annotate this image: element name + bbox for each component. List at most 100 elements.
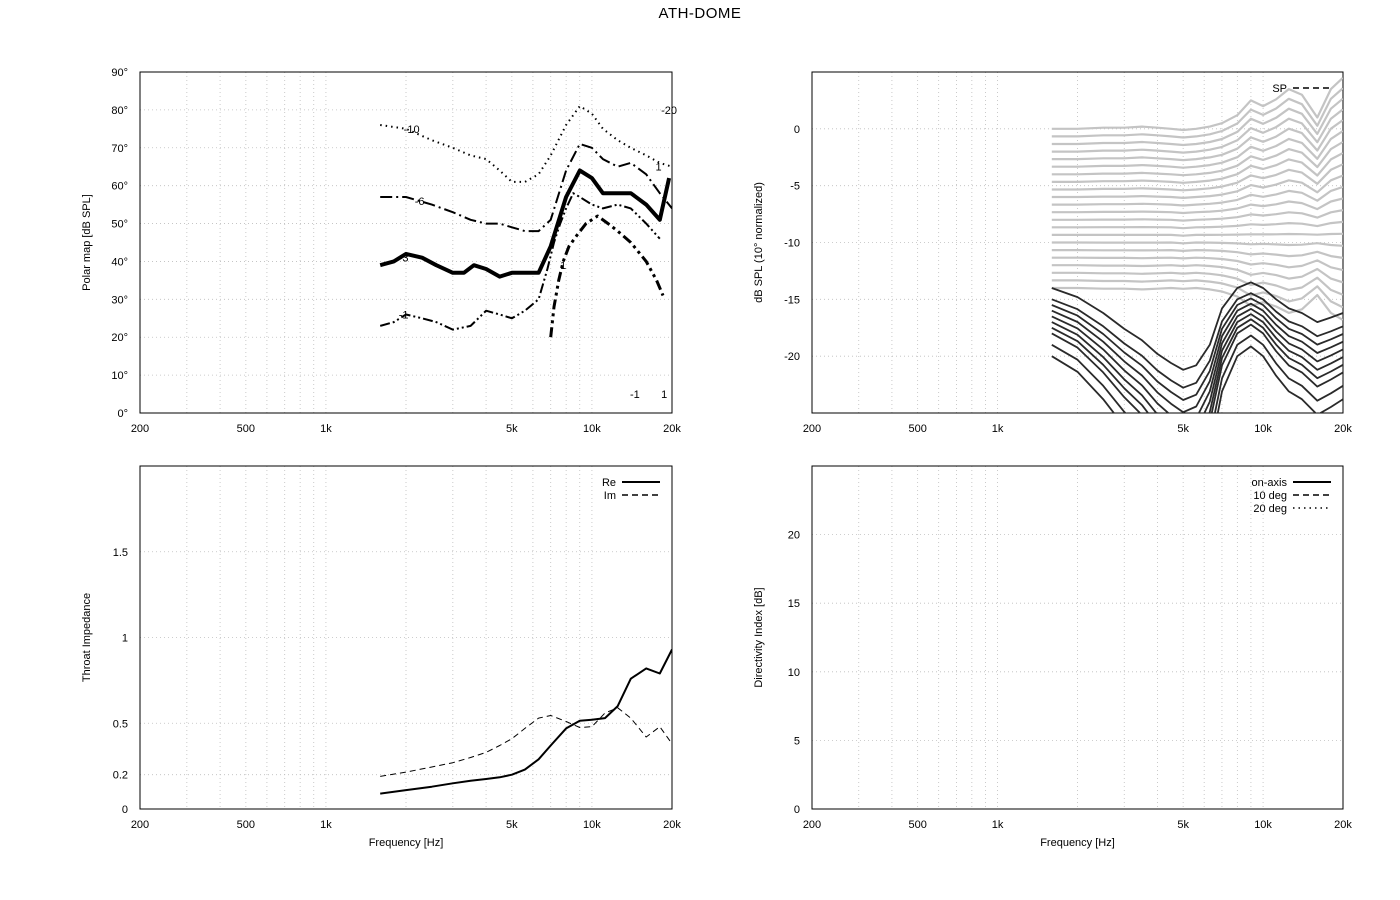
x-tick-label: 5k bbox=[506, 819, 518, 831]
spl-curve-light bbox=[1051, 87, 1343, 139]
x-tick-label: 200 bbox=[803, 819, 821, 831]
legend-label: on-axis bbox=[1252, 477, 1288, 489]
impedance-Im bbox=[380, 707, 672, 777]
y-tick-label: 15 bbox=[788, 598, 800, 610]
x-tick-label: 5k bbox=[506, 423, 518, 435]
y-axis-label: Polar map [dB SPL] bbox=[81, 194, 93, 291]
impedance-panel: 200 500 1k 5k 10k 20k 0 0.2 0.5 1 1.5 Throat Impeda… bbox=[81, 465, 681, 849]
spl-curve-dark bbox=[1051, 302, 1343, 413]
spl-curve-light bbox=[1051, 241, 1343, 247]
contour-label: -1 bbox=[630, 389, 640, 401]
contour-label: -20 bbox=[661, 105, 677, 117]
y-axis-label: Throat Impedance bbox=[81, 593, 93, 682]
directivity-grid bbox=[812, 466, 1343, 809]
spl-curve-light bbox=[1051, 220, 1343, 230]
spl-curve-light bbox=[1051, 174, 1343, 199]
y-tick-label: 1.5 bbox=[113, 547, 128, 559]
spl-curve-dark bbox=[1051, 281, 1343, 371]
polar-grid bbox=[140, 72, 672, 413]
impedance-frame bbox=[139, 465, 673, 810]
y-tick-label: 40° bbox=[111, 256, 128, 268]
x-tick-label: 10k bbox=[583, 819, 601, 831]
impedance-grid bbox=[140, 466, 672, 809]
x-tick-label: 500 bbox=[237, 819, 255, 831]
y-tick-label: 90° bbox=[111, 67, 128, 79]
y-tick-label: 1 bbox=[122, 633, 128, 645]
spl-curve-light bbox=[1051, 271, 1343, 296]
y-tick-label: -10 bbox=[784, 238, 800, 250]
contour-label: 1 bbox=[655, 162, 661, 174]
spl-curve-dark bbox=[1051, 318, 1343, 413]
legend-label: 10 deg bbox=[1253, 490, 1287, 502]
spl-curve-dark bbox=[1051, 307, 1343, 413]
x-tick-label: 500 bbox=[908, 423, 926, 435]
y-tick-label: 0 bbox=[794, 124, 800, 136]
x-axis-label: Frequency [Hz] bbox=[1040, 837, 1115, 849]
x-tick-label: 200 bbox=[131, 423, 149, 435]
spl-curve-light bbox=[1051, 279, 1343, 309]
spl-curve-light bbox=[1051, 256, 1343, 272]
polar-data bbox=[379, 105, 672, 338]
y-tick-label: 0.2 bbox=[113, 770, 128, 782]
x-tick-label: 1k bbox=[992, 423, 1004, 435]
contour-label: -1 bbox=[399, 309, 409, 321]
x-tick-label: 500 bbox=[237, 423, 255, 435]
spl-curve-light bbox=[1051, 286, 1343, 321]
spl-curve-dark bbox=[1051, 334, 1343, 413]
spl-curve-dark bbox=[1051, 292, 1343, 389]
y-tick-label: -15 bbox=[784, 294, 800, 306]
x-tick-label: 500 bbox=[908, 819, 926, 831]
x-tick-label: 20k bbox=[663, 819, 681, 831]
spl-curve-light bbox=[1051, 108, 1343, 154]
x-axis-label: Frequency [Hz] bbox=[369, 837, 444, 849]
x-tick-label: 20k bbox=[1334, 819, 1352, 831]
x-tick-label: 10k bbox=[583, 423, 601, 435]
contour-label: -6 bbox=[415, 196, 425, 208]
y-tick-label: 10 bbox=[788, 667, 800, 679]
y-tick-label: 20 bbox=[788, 530, 800, 542]
spl-frame bbox=[811, 71, 1344, 414]
y-tick-label: 70° bbox=[111, 143, 128, 155]
legend-label: Im bbox=[604, 490, 616, 502]
contour-label: 1 bbox=[661, 389, 667, 401]
spl-data bbox=[1051, 76, 1343, 413]
x-tick-label: 20k bbox=[663, 423, 681, 435]
spl-curve-light bbox=[1051, 197, 1343, 215]
legend-label: Re bbox=[602, 477, 616, 489]
contour-line bbox=[379, 192, 661, 331]
contour-line bbox=[380, 105, 672, 183]
spl-curve-dark bbox=[1051, 323, 1343, 413]
y-tick-label: 80° bbox=[111, 105, 128, 117]
y-tick-label: 60° bbox=[111, 181, 128, 193]
y-axis-label: dB SPL (10° normalized) bbox=[753, 182, 765, 303]
y-tick-label: 0 bbox=[794, 804, 800, 816]
spl-curve-dark bbox=[1051, 313, 1343, 413]
y-tick-label: 0.5 bbox=[113, 718, 128, 730]
polar-frame bbox=[139, 71, 673, 414]
x-tick-label: 1k bbox=[992, 819, 1004, 831]
y-tick-label: 50° bbox=[111, 219, 128, 231]
x-tick-label: 10k bbox=[1254, 423, 1272, 435]
spl-curve-light bbox=[1051, 163, 1343, 192]
polar-panel: 200 500 1k 5k 10k 20k 0° 10° 20° 30° 40° 50° 60° 70° 8… bbox=[81, 67, 681, 435]
contour-line bbox=[379, 168, 672, 279]
spl-curve-light bbox=[1051, 152, 1343, 184]
y-tick-label: 0 bbox=[122, 804, 128, 816]
legend-label: SP bbox=[1272, 83, 1287, 95]
spl-curve-light bbox=[1051, 264, 1343, 284]
spl-curve-light bbox=[1051, 97, 1343, 147]
y-tick-label: 0° bbox=[117, 408, 128, 420]
y-tick-label: 5 bbox=[794, 735, 800, 747]
spl-curve-light bbox=[1051, 209, 1343, 222]
contour-line bbox=[380, 143, 672, 233]
spl-panel: 200 500 1k 5k 10k 20k -20 -15 -10 -5 0 dB SPL (10° … bbox=[753, 71, 1352, 435]
directivity-panel: 200 500 1k 5k 10k 20k 0 5 10 15 20 Directivity Inde… bbox=[753, 465, 1352, 849]
y-tick-label: 30° bbox=[111, 294, 128, 306]
contour-line bbox=[549, 214, 665, 338]
y-tick-label: -20 bbox=[784, 351, 800, 363]
contour-label: 1 bbox=[560, 260, 566, 272]
legend-label: 20 deg bbox=[1253, 503, 1287, 515]
spl-curve-light bbox=[1051, 76, 1343, 132]
spl-curve-dark bbox=[1051, 297, 1343, 401]
